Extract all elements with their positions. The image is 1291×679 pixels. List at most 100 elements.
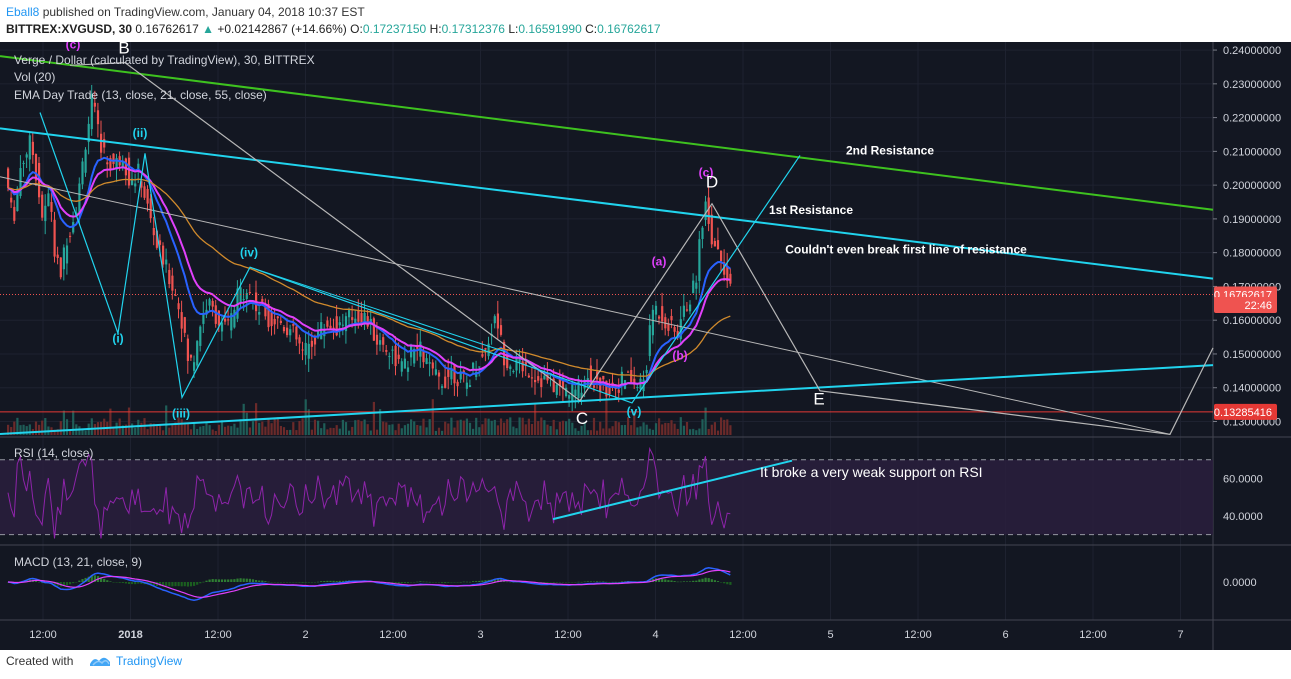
candle-body <box>41 194 44 218</box>
volume-bar <box>69 430 72 435</box>
candle-body <box>453 364 456 384</box>
candle-body <box>627 371 630 373</box>
macd-histogram-bar <box>202 581 205 583</box>
candle-body <box>65 245 69 264</box>
macd-histogram-bar <box>543 582 546 584</box>
volume-bar <box>589 430 592 435</box>
macd-histogram-bar <box>100 577 103 582</box>
volume-bar <box>127 407 131 435</box>
candle-body <box>534 379 537 383</box>
annotation-label: C <box>576 409 588 428</box>
volume-bar <box>276 417 279 435</box>
price-tick-label: 0.23000000 <box>1223 79 1281 91</box>
macd-histogram-bar <box>276 582 279 583</box>
macd-histogram-bar <box>248 578 251 582</box>
chart-area[interactable]: (c) B (ii) (i) (iv) (iii) C (v) (a) (b) (c) D E 2nd R… <box>0 42 1291 650</box>
volume-bar <box>540 417 543 435</box>
macd-histogram-bar <box>410 582 413 583</box>
macd-histogram-bar <box>434 582 437 583</box>
macd-histogram-bar <box>112 582 115 583</box>
macd-histogram-bar <box>673 581 676 582</box>
change-value: +0.02142867 (+14.66%) <box>217 22 347 36</box>
macd-histogram-bar <box>93 575 96 582</box>
volume-bar <box>351 426 354 435</box>
rsi-line <box>7 446 731 539</box>
volume-bar <box>28 424 31 435</box>
volume-bar <box>515 428 518 435</box>
candle-body <box>230 313 233 331</box>
tradingview-brand-link[interactable]: TradingView <box>116 654 183 668</box>
macd-histogram-bar <box>121 582 124 583</box>
candle-body <box>332 327 335 329</box>
rsi-band-fill <box>0 459 1213 535</box>
volume-bar <box>642 422 645 435</box>
macd-histogram-bar <box>617 581 620 583</box>
macd-histogram-bar <box>301 582 304 583</box>
candle-body <box>186 338 189 361</box>
candle-body <box>645 369 648 374</box>
macd-histogram-bar <box>574 582 577 583</box>
macd-histogram-bar <box>273 582 276 583</box>
volume-bar <box>41 420 44 435</box>
macd-histogram-bar <box>679 581 682 583</box>
volume-bar <box>233 423 236 435</box>
price-tick-label: 0.21000000 <box>1223 146 1281 158</box>
macd-histogram-bar <box>546 582 549 583</box>
candle-body <box>270 311 273 327</box>
macd-histogram-bar <box>661 578 664 582</box>
candle-body <box>441 386 444 388</box>
volume-bar <box>124 424 127 435</box>
candle-body <box>193 362 196 371</box>
macd-histogram-bar <box>620 581 623 582</box>
volume-bar <box>413 421 416 435</box>
volume-bar <box>369 430 372 435</box>
volume-bar <box>292 422 295 435</box>
candle-body <box>577 381 580 399</box>
candle-body <box>385 350 388 352</box>
candle-body <box>146 188 149 204</box>
candle-body <box>512 371 515 373</box>
annotation-label: (a) <box>652 254 667 268</box>
macd-histogram-bar <box>664 579 667 582</box>
time-tick-label: 2018 <box>118 629 142 641</box>
macd-histogram-bar <box>38 581 41 583</box>
price-tick-label: 0.20000000 <box>1223 180 1281 192</box>
macd-histogram-bar <box>729 582 732 585</box>
macd-histogram-bar <box>586 581 589 582</box>
candle-body <box>189 354 193 358</box>
volume-bar <box>78 426 81 435</box>
macd-histogram-bar <box>552 582 555 583</box>
author-link[interactable]: Eball8 <box>6 5 40 19</box>
volume-bar <box>385 422 388 435</box>
volume-bar <box>726 419 729 435</box>
macd-histogram-bar <box>670 580 673 582</box>
price-badge <box>1214 403 1277 420</box>
candle-body <box>527 375 530 378</box>
macd-histogram-bar <box>658 578 661 582</box>
ema-13-line <box>7 156 731 390</box>
annotation-label: (i) <box>112 331 123 345</box>
volume-bar <box>568 418 571 435</box>
volume-bar <box>592 417 596 435</box>
volume-bar <box>602 428 605 435</box>
macd-histogram-bar <box>211 579 214 582</box>
candle-body <box>134 183 137 187</box>
macd-histogram-bar <box>137 582 140 584</box>
symbol: BITTREX:XVGUSD, 30 <box>6 22 133 36</box>
volume-bar <box>472 428 475 435</box>
tradingview-logo-icon[interactable] <box>88 652 112 668</box>
volume-bar <box>202 425 205 435</box>
macd-histogram-bar <box>682 581 685 582</box>
candle-body <box>286 327 289 336</box>
volume-bar <box>267 419 270 435</box>
volume-bar <box>620 425 623 435</box>
macd-histogram-bar <box>115 582 118 583</box>
volume-bar <box>416 424 419 435</box>
candle-body <box>558 377 561 386</box>
macd-histogram-bar <box>726 582 729 585</box>
candle-body <box>341 324 344 326</box>
candle-body <box>468 385 472 388</box>
volume-bar <box>261 421 264 435</box>
macd-histogram-bar <box>453 582 456 583</box>
